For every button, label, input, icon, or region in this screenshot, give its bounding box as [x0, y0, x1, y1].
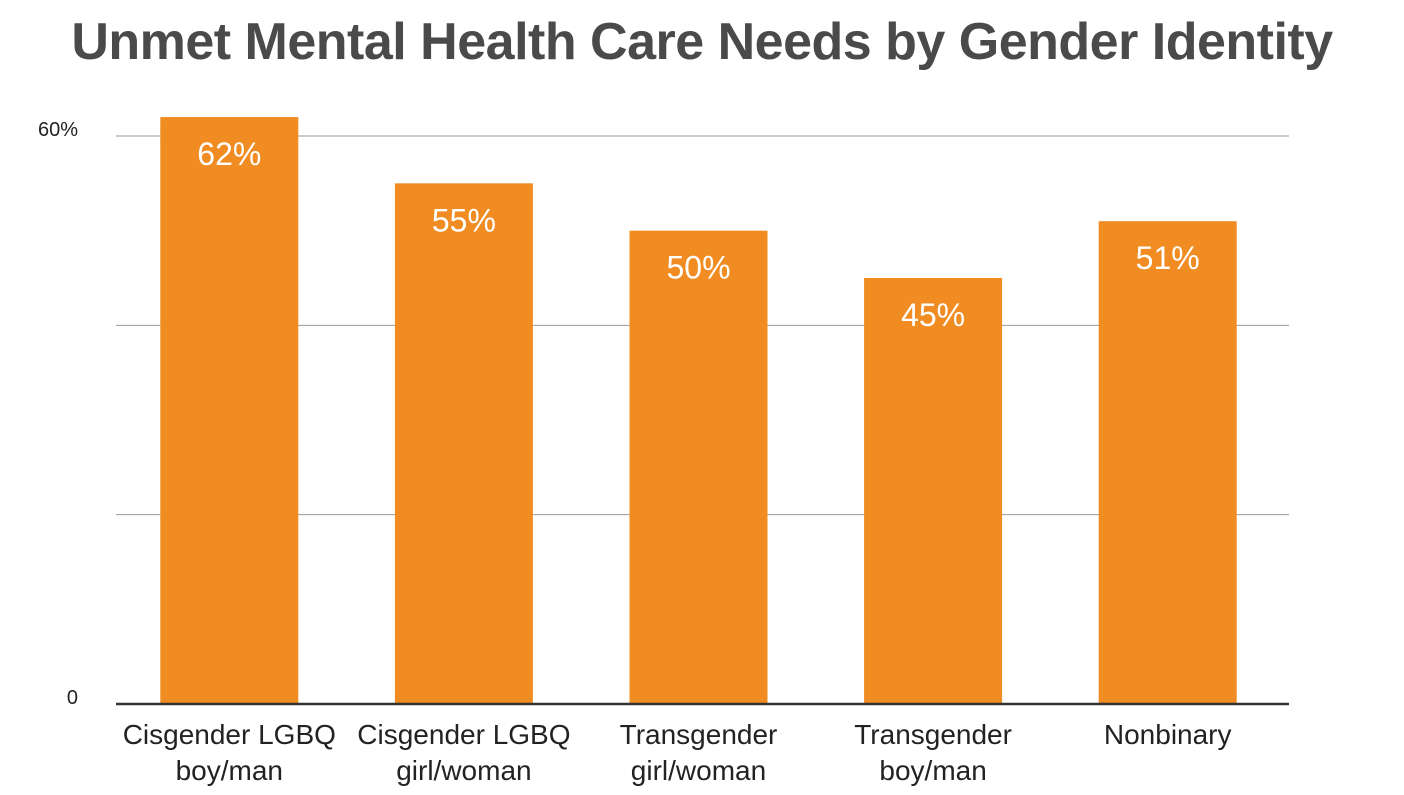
category-label-line: Transgender — [854, 719, 1012, 750]
category-label-line: Transgender — [620, 719, 778, 750]
category-label: Transgender boy/man — [854, 719, 1012, 786]
category-label-line: Nonbinary — [1104, 719, 1232, 750]
bar — [394, 183, 533, 705]
bar — [1098, 221, 1237, 704]
y-tick-label: 60% — [38, 119, 78, 141]
category-label-line: girl/woman — [396, 755, 531, 786]
bar-value-label: 51% — [1136, 240, 1200, 276]
category-label-line: boy/man — [879, 755, 986, 786]
category-label: Cisgender LGBQ boy/man — [123, 719, 336, 786]
labels: 62% Cisgender LGBQ boy/man 55% Cisgender LGB… — [38, 119, 1232, 786]
y-tick-label: 0 — [67, 687, 78, 709]
bar — [160, 117, 299, 705]
bar-value-label: 45% — [901, 297, 965, 333]
category-label-line: boy/man — [176, 755, 283, 786]
bar-value-label: 62% — [197, 136, 261, 172]
bar — [629, 230, 768, 704]
bar-value-label: 50% — [666, 250, 730, 286]
chart-title: Unmet Mental Health Care Needs by Gender… — [71, 13, 1333, 71]
category-label: Transgender girl/woman — [620, 719, 778, 786]
category-label-line: Cisgender LGBQ — [123, 719, 336, 750]
category-label-line: girl/woman — [631, 755, 766, 786]
category-label: Nonbinary — [1104, 719, 1232, 750]
bar-value-label: 55% — [432, 202, 496, 238]
category-label: Cisgender LGBQ girl/woman — [357, 719, 570, 786]
bar — [864, 278, 1003, 704]
category-label-line: Cisgender LGBQ — [357, 719, 570, 750]
bars — [160, 117, 1237, 705]
